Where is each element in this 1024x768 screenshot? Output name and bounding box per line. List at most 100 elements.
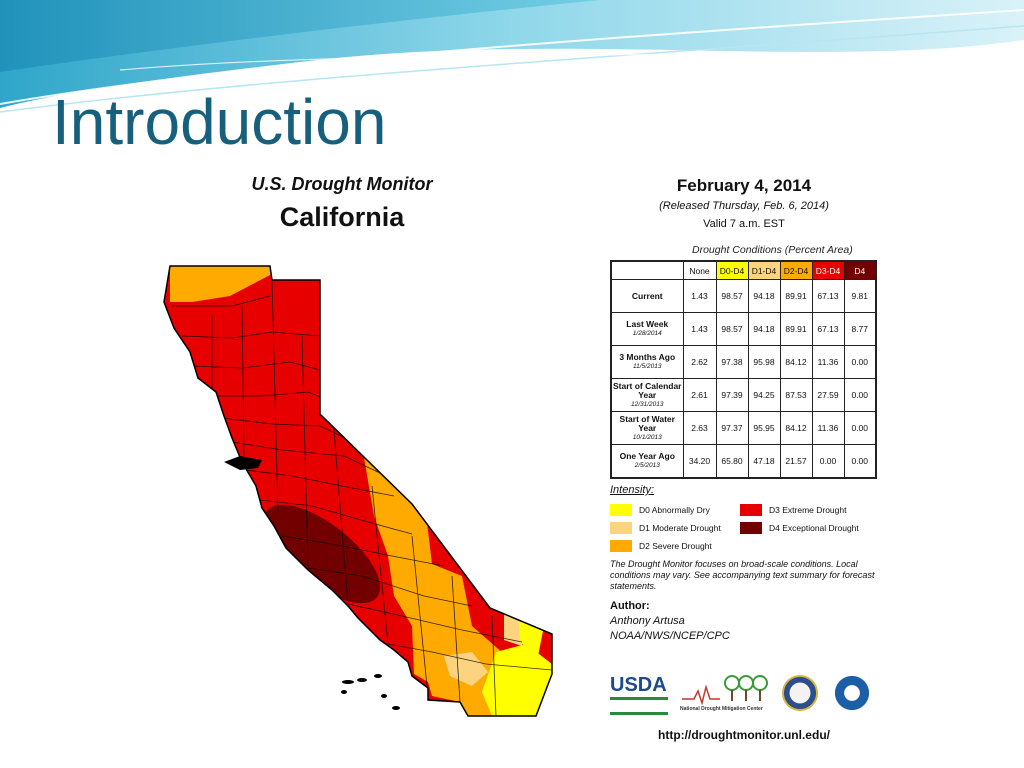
legend-item-d1: D1 Moderate Drought [610,522,721,534]
legend-swatch [740,522,762,534]
column-header: D2-D4 [779,260,813,280]
table-cell: 89.91 [779,312,813,346]
row-label: Current [610,279,684,313]
row-label-text: Last Week [626,319,669,329]
legend-item-d3: D3 Extreme Drought [740,504,846,516]
table-cell: 94.18 [747,279,781,313]
table-cell: 9.81 [843,279,877,313]
table-cell: 27.59 [811,378,845,412]
row-label: One Year Ago 2/5/2013 [610,444,684,478]
column-header: D1-D4 [747,260,781,280]
table-cell: 2.61 [682,378,717,412]
row-label-text: Current [631,290,663,301]
report-panel: February 4, 2014 (Released Thursday, Feb… [610,156,895,762]
table-cell: 65.80 [715,444,749,478]
row-label: 3 Months Ago 11/5/2013 [610,345,684,379]
row-date: 10/1/2013 [632,433,662,441]
table-cell: 84.12 [779,345,813,379]
legend-swatch [610,504,632,516]
table-row: Current 1.43 98.57 94.18 89.91 67.13 9.81 [610,279,877,313]
row-label: Start of Calendar Year 12/31/2013 [610,378,684,412]
table-row: Last Week 1/28/2014 1.43 98.57 94.18 89.91 67.… [610,312,877,346]
table-cell: 98.57 [715,279,749,313]
table-cell: 0.00 [843,411,877,445]
legend-label: D1 Moderate Drought [639,523,721,533]
legend-swatch [740,504,762,516]
legend-swatch [610,522,632,534]
author-org: NOAA/NWS/NCEP/CPC [610,630,730,642]
disclaimer-note: The Drought Monitor focuses on broad-sca… [610,559,875,591]
doc-seal-icon [782,675,818,711]
row-date: 11/5/2013 [633,363,662,370]
table-cell: 11.36 [811,411,845,445]
table-cell: 8.77 [843,312,877,346]
table-cell: 0.00 [843,378,877,412]
table-cell: 98.57 [715,312,749,346]
row-date: 12/31/2013 [630,400,664,408]
row-date: 1/28/2014 [632,330,662,337]
author-label: Author: [610,600,650,612]
table-row: 3 Months Ago 11/5/2013 2.62 97.38 95.98 84.12… [610,345,877,379]
table-cell: 1.43 [682,279,717,313]
ndmc-tree-icon [682,675,768,706]
row-label: Last Week 1/28/2014 [610,312,684,346]
table-header-row: None D0-D4 D1-D4 D2-D4 D3-D4 D4 [611,260,877,280]
column-header: D3-D4 [811,260,845,280]
table-cell: 2.62 [682,345,717,379]
report-date: February 4, 2014 [676,176,812,195]
row-label-text: One Year Ago [619,450,675,461]
table-cell: 11.36 [811,345,845,379]
map-header: U.S. Drought Monitor [251,174,433,194]
table-row: One Year Ago 2/5/2013 34.20 65.80 47.18 21.57… [610,444,877,478]
table-cell: 87.53 [779,378,813,412]
table-cell: 94.25 [747,378,781,412]
table-row: Start of Water Year 10/1/2013 2.63 97.37 95.… [610,411,877,445]
table-cell: 34.20 [682,444,717,478]
legend-item-d0: D0 Abnormally Dry [610,504,710,516]
row-label-text: Start of Water Year [619,413,675,433]
drought-monitor-url[interactable]: http://droughtmonitor.unl.edu/ [658,728,830,742]
table-cell: 84.12 [779,411,813,445]
ndmc-logo-text: National Drought Mitigation Center [680,706,763,712]
table-cell: 95.98 [747,345,781,379]
legend-label: D3 Extreme Drought [769,505,847,515]
table-cell: 21.57 [779,444,813,478]
row-label: Start of Water Year 10/1/2013 [610,411,684,445]
column-header: None [682,260,717,280]
ndmc-logo: National Drought Mitigation Center [680,673,772,717]
table-corner [611,261,683,280]
report-valid-time: Valid 7 a.m. EST [703,218,785,230]
row-date: 2/5/2013 [634,461,660,469]
legend-item-d2: D2 Severe Drought [610,540,712,552]
table-cell: 0.00 [811,444,845,478]
column-header: D0-D4 [715,260,749,280]
table-cell: 97.37 [715,411,749,445]
legend-label: D0 Abnormally Dry [639,505,710,515]
usda-logo-text: USDA [610,674,667,696]
legend-label: D4 Exceptional Drought [769,523,859,533]
conditions-title: Drought Conditions (Percent Area) [692,244,853,256]
table-cell: 1.43 [682,312,717,346]
usda-logo: USDA [610,675,668,715]
table-cell: 95.95 [747,411,781,445]
table-cell: 47.18 [747,444,781,478]
legend-label: D2 Severe Drought [639,541,712,551]
column-header: D4 [843,260,877,280]
table-cell: 97.38 [715,345,749,379]
legend-swatch [610,540,632,552]
california-drought-map [163,265,553,717]
table-cell: 94.18 [747,312,781,346]
slide-title: Introduction [52,86,387,158]
drought-conditions-table: None D0-D4 D1-D4 D2-D4 D3-D4 D4 Current 1… [610,260,877,479]
report-released: (Released Thursday, Feb. 6, 2014) [659,200,829,212]
map-state-name: California [279,202,405,232]
table-cell: 2.63 [682,411,717,445]
legend-item-d4: D4 Exceptional Drought [740,522,859,534]
table-cell: 67.13 [811,312,845,346]
table-cell: 89.91 [779,279,813,313]
drought-monitor-figure: U.S. Drought Monitor California [112,156,898,762]
noaa-seal-icon [834,675,870,711]
table-cell: 0.00 [843,444,877,478]
author-name: Anthony Artusa [610,615,685,627]
row-label-text: Start of Calendar Year [613,380,682,400]
